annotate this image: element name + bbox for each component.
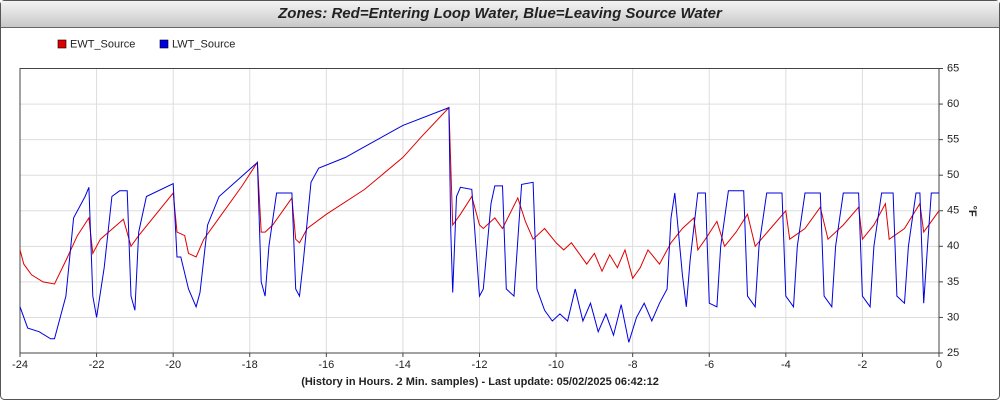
legend-swatch (159, 39, 169, 49)
y-tick-label: 25 (947, 347, 959, 359)
y-tick-label: 35 (947, 276, 959, 288)
chart-title: Zones: Red=Entering Loop Water, Blue=Lea… (277, 5, 723, 22)
x-tick-label: -24 (12, 359, 28, 371)
y-tick-label: 30 (947, 311, 959, 323)
y-tick-label: 40 (947, 240, 959, 252)
y-tick-label: 50 (947, 169, 959, 181)
x-tick-label: 0 (936, 359, 942, 371)
x-tick-label: -14 (395, 359, 411, 371)
x-tick-label: -10 (548, 359, 564, 371)
x-tick-label: -2 (858, 359, 868, 371)
x-tick-label: -20 (165, 359, 181, 371)
legend-label: EWT_Source (70, 38, 135, 50)
series-line (19, 106, 939, 343)
x-tick-label: -18 (242, 359, 258, 371)
series-line (19, 106, 940, 285)
y-tick-label: 65 (947, 62, 959, 74)
y-tick-label: 55 (947, 134, 959, 146)
y-tick-label: 60 (947, 98, 959, 110)
x-axis-label: (History in Hours. 2 Min. samples) - Las… (301, 376, 659, 388)
plot-border (19, 68, 940, 354)
x-tick-label: -4 (781, 359, 791, 371)
x-tick-label: -22 (89, 359, 105, 371)
y-axis-label: °F (966, 205, 978, 216)
legend-label: LWT_Source (172, 38, 235, 50)
legend-swatch (57, 39, 67, 49)
x-tick-label: -6 (704, 359, 714, 371)
x-tick-label: -8 (628, 359, 638, 371)
title-bar (1, 1, 999, 27)
y-tick-label: 45 (947, 205, 959, 217)
x-tick-label: -12 (472, 359, 488, 371)
x-tick-label: -16 (318, 359, 334, 371)
